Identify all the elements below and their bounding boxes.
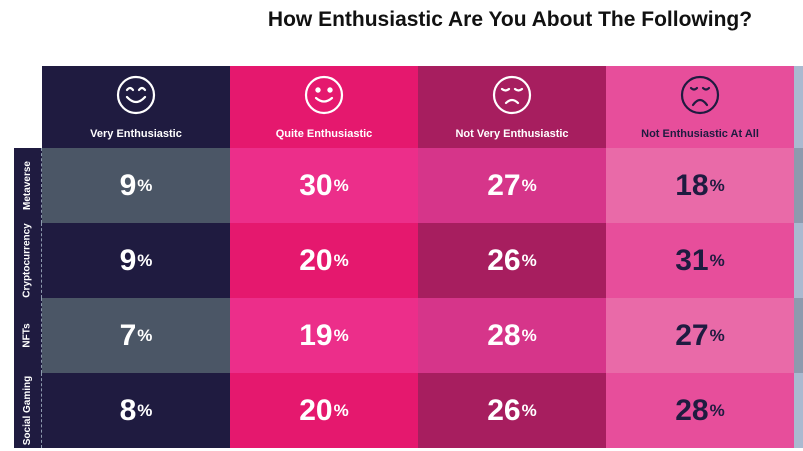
- right-strip: [794, 148, 803, 223]
- value-cell: 7%: [42, 298, 230, 373]
- percent-sign: %: [709, 400, 725, 420]
- value-number: 8: [119, 393, 137, 427]
- value-number: 27: [675, 318, 709, 352]
- value-cell: 27%: [606, 298, 794, 373]
- sad-face-icon: [492, 75, 532, 128]
- value-cell: 26%: [418, 223, 606, 298]
- value-number: 30: [299, 168, 333, 202]
- value-number: 28: [487, 318, 521, 352]
- column-label: Quite Enthusiastic: [275, 128, 373, 140]
- value-cell: 8%: [42, 373, 230, 448]
- column-header: Not Very Enthusiastic: [418, 66, 606, 148]
- column-header: Quite Enthusiastic: [230, 66, 418, 148]
- value-cell: 30%: [230, 148, 418, 223]
- row-label-text: Social Gaming: [22, 375, 33, 446]
- percent-sign: %: [709, 325, 725, 345]
- value-cell: 28%: [418, 298, 606, 373]
- row-label: Social Gaming: [14, 373, 42, 448]
- column-header: Not Enthusiastic At All: [606, 66, 794, 148]
- percent-sign: %: [137, 250, 153, 270]
- percent-sign: %: [333, 250, 349, 270]
- value-cell: 19%: [230, 298, 418, 373]
- percent-sign: %: [521, 250, 537, 270]
- value-number: 9: [119, 168, 137, 202]
- value-cell: 9%: [42, 148, 230, 223]
- value-number: 26: [487, 243, 521, 277]
- value-cell: 31%: [606, 223, 794, 298]
- value-number: 31: [675, 243, 709, 277]
- percent-sign: %: [709, 250, 725, 270]
- right-strip: [794, 298, 803, 373]
- chart-title: How Enthusiastic Are You About The Follo…: [267, 8, 753, 31]
- percent-sign: %: [137, 400, 153, 420]
- value-number: 18: [675, 168, 709, 202]
- value-number: 27: [487, 168, 521, 202]
- percent-sign: %: [521, 175, 537, 195]
- value-cell: 27%: [418, 148, 606, 223]
- column-label: Not Very Enthusiastic: [455, 128, 569, 140]
- column-label: Not Enthusiastic At All: [641, 128, 759, 140]
- right-strip: [794, 223, 803, 298]
- row-label-text: Cryptocurrency: [22, 223, 33, 298]
- percent-sign: %: [709, 175, 725, 195]
- value-number: 19: [299, 318, 333, 352]
- value-number: 20: [299, 243, 333, 277]
- value-cell: 28%: [606, 373, 794, 448]
- percent-sign: %: [333, 400, 349, 420]
- percent-sign: %: [521, 400, 537, 420]
- value-number: 9: [119, 243, 137, 277]
- row-label-text: Metaverse: [22, 161, 34, 210]
- row-label-text: NFTs: [21, 323, 33, 348]
- value-cell: 20%: [230, 223, 418, 298]
- value-number: 7: [119, 318, 137, 352]
- value-cell: 18%: [606, 148, 794, 223]
- row-label: NFTs: [14, 298, 42, 373]
- frown-face-icon: [680, 75, 720, 128]
- value-cell: 26%: [418, 373, 606, 448]
- column-header: Very Enthusiastic: [42, 66, 230, 148]
- right-strip: [794, 66, 803, 148]
- value-cell: 9%: [42, 223, 230, 298]
- value-number: 26: [487, 393, 521, 427]
- percent-sign: %: [333, 325, 349, 345]
- percent-sign: %: [137, 325, 153, 345]
- percent-sign: %: [333, 175, 349, 195]
- smile-face-icon: [304, 75, 344, 128]
- row-label: Cryptocurrency: [14, 223, 42, 298]
- column-label: Very Enthusiastic: [90, 128, 182, 140]
- value-number: 28: [675, 393, 709, 427]
- percent-sign: %: [137, 175, 153, 195]
- value-cell: 20%: [230, 373, 418, 448]
- value-number: 20: [299, 393, 333, 427]
- right-strip: [794, 373, 803, 448]
- big-grin-face-icon: [116, 75, 156, 128]
- row-label: Metaverse: [14, 148, 42, 223]
- percent-sign: %: [521, 325, 537, 345]
